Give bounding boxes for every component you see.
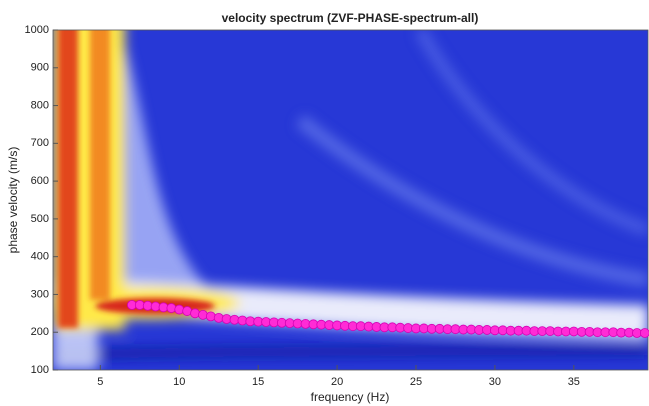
dispersion-point <box>639 328 649 338</box>
plot-frame <box>52 29 649 371</box>
x-tick-label: 30 <box>489 376 501 388</box>
dispersion-point <box>166 303 177 313</box>
y-tick-label: 500 <box>31 213 49 225</box>
y-tick-label: 300 <box>31 288 49 300</box>
x-axis-label: frequency (Hz) <box>311 390 390 404</box>
y-tick-label: 400 <box>31 251 49 263</box>
heatmap <box>53 30 648 370</box>
x-tick-label: 5 <box>97 376 103 388</box>
x-tick-label: 10 <box>173 376 185 388</box>
y-tick-label: 200 <box>31 326 49 338</box>
dispersion-point <box>174 304 185 315</box>
x-tick-label: 15 <box>252 376 264 388</box>
x-tick-label: 20 <box>331 376 343 388</box>
y-tick-label: 900 <box>31 62 49 74</box>
y-tick-label: 100 <box>31 364 49 376</box>
y-tick-label: 700 <box>31 137 49 149</box>
dispersion-point <box>205 311 216 322</box>
chart-title: velocity spectrum (ZVF-PHASE-spectrum-al… <box>222 11 479 25</box>
dispersion-point <box>190 308 200 319</box>
y-axis-label: phase velocity (m/s) <box>6 147 20 254</box>
y-tick-label: 800 <box>31 99 49 111</box>
y-tick-label: 1000 <box>25 24 49 36</box>
x-tick-label: 25 <box>410 376 422 388</box>
y-tick-label: 600 <box>31 175 49 187</box>
dispersion-point <box>198 309 208 320</box>
x-tick-label: 35 <box>568 376 580 388</box>
